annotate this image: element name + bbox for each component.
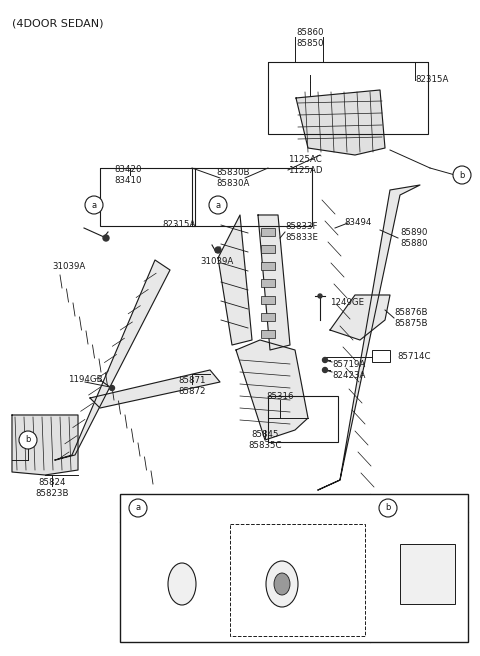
Text: X86663C
X86653B: X86663C X86653B xyxy=(128,534,168,554)
Text: a: a xyxy=(91,201,96,209)
Text: 31039A: 31039A xyxy=(52,262,85,271)
Circle shape xyxy=(85,196,103,214)
Text: b: b xyxy=(25,436,31,445)
Text: a: a xyxy=(216,201,221,209)
Polygon shape xyxy=(330,295,390,340)
Bar xyxy=(100,168,195,226)
Text: 85876B
85875B: 85876B 85875B xyxy=(394,308,428,328)
Circle shape xyxy=(215,247,221,253)
Text: 82315A: 82315A xyxy=(162,220,195,229)
Polygon shape xyxy=(318,185,420,490)
Text: 85714C: 85714C xyxy=(397,352,431,361)
Text: b: b xyxy=(459,171,465,180)
Polygon shape xyxy=(218,215,252,345)
Text: 85719A
82423A: 85719A 82423A xyxy=(332,360,365,380)
Circle shape xyxy=(103,235,109,241)
Polygon shape xyxy=(296,90,385,155)
Circle shape xyxy=(109,386,115,390)
Circle shape xyxy=(209,196,227,214)
Bar xyxy=(400,544,455,604)
Circle shape xyxy=(19,431,37,449)
Bar xyxy=(268,62,428,134)
Bar xyxy=(261,330,275,338)
Text: 85824
85823B: 85824 85823B xyxy=(35,478,69,498)
Bar xyxy=(261,262,275,270)
Bar xyxy=(230,524,365,636)
Text: (4DOOR SEDAN): (4DOOR SEDAN) xyxy=(12,18,104,28)
Text: 85860
85850: 85860 85850 xyxy=(296,28,324,48)
Text: 83420
83410: 83420 83410 xyxy=(114,165,142,185)
Circle shape xyxy=(453,166,471,184)
Text: 85890
85880: 85890 85880 xyxy=(400,228,428,248)
Text: 85830B
85830A: 85830B 85830A xyxy=(216,168,250,188)
Ellipse shape xyxy=(274,573,290,595)
Polygon shape xyxy=(258,215,290,350)
Polygon shape xyxy=(236,340,308,440)
Bar xyxy=(192,168,312,226)
Text: 85871
85872: 85871 85872 xyxy=(178,376,206,396)
Text: a: a xyxy=(135,504,141,512)
Polygon shape xyxy=(55,260,170,460)
Text: 85316: 85316 xyxy=(266,392,294,401)
Polygon shape xyxy=(90,370,220,408)
Text: b: b xyxy=(385,504,391,512)
Text: 85833F
85833E: 85833F 85833E xyxy=(285,222,318,242)
Text: 83494: 83494 xyxy=(344,218,372,227)
Bar xyxy=(372,350,390,362)
Text: 85858C: 85858C xyxy=(405,502,443,512)
Polygon shape xyxy=(12,415,78,475)
Text: 31039A: 31039A xyxy=(200,257,233,266)
Text: 82315A: 82315A xyxy=(415,75,448,84)
Circle shape xyxy=(318,294,322,298)
Bar xyxy=(261,313,275,321)
Bar xyxy=(261,245,275,253)
Circle shape xyxy=(379,499,397,517)
Ellipse shape xyxy=(168,563,196,605)
Text: (W/CURTAIN AIR BAG): (W/CURTAIN AIR BAG) xyxy=(235,530,329,539)
Text: 85832R
85832: 85832R 85832 xyxy=(302,578,336,598)
Text: 85845
85835C: 85845 85835C xyxy=(248,430,282,450)
Bar xyxy=(261,228,275,236)
Text: 1249GE: 1249GE xyxy=(330,298,364,307)
Circle shape xyxy=(323,358,327,363)
Circle shape xyxy=(323,367,327,373)
Text: 1125AC
1125AD: 1125AC 1125AD xyxy=(288,155,323,174)
Circle shape xyxy=(129,499,147,517)
Bar xyxy=(120,494,468,642)
Bar xyxy=(268,396,338,442)
Text: 1194GB: 1194GB xyxy=(68,375,103,384)
Bar xyxy=(261,279,275,287)
Ellipse shape xyxy=(266,561,298,607)
Bar xyxy=(261,296,275,304)
